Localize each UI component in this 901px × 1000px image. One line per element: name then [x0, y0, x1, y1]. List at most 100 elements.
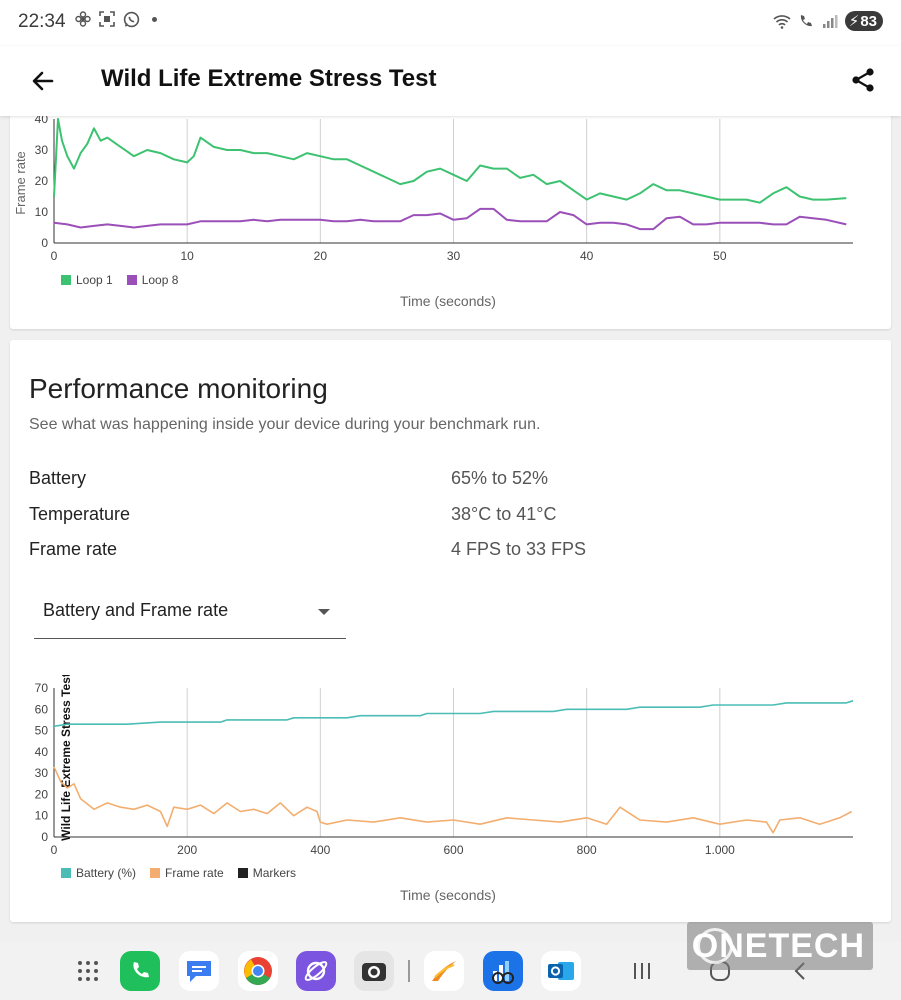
chart-legend: Battery (%) Frame rate Markers [61, 866, 296, 880]
y-tick-label: 0 [41, 236, 48, 250]
chart-y-axis-overlay-label: Wild Life Extreme Stress Test [59, 675, 73, 841]
performance-monitoring-card: Performance monitoring See what was happ… [10, 340, 891, 922]
back-button[interactable] [28, 66, 58, 96]
x-tick-label: 30 [447, 249, 461, 263]
battery-charging-icon: ⚡ [848, 13, 860, 30]
y-tick-label: 40 [35, 745, 49, 759]
legend-swatch [150, 868, 161, 878]
y-tick-label: 0 [41, 830, 48, 844]
messages-app-button[interactable] [179, 951, 219, 991]
grid-dots-icon [78, 961, 98, 981]
legend-label: Loop 8 [141, 273, 179, 287]
swiftkey-app-button[interactable] [424, 951, 464, 991]
y-tick-label: 10 [35, 809, 49, 823]
y-tick-label: 30 [35, 143, 49, 157]
wifi-icon [773, 12, 791, 30]
legend-label: Loop 1 [76, 273, 113, 287]
x-tick-label: 50 [713, 249, 727, 263]
watermark-logo-icon [697, 928, 733, 964]
battery-frame-rate-chart: Wild Life Extreme Stress Test 0 200 400 600… [35, 675, 854, 857]
phone-icon [133, 962, 149, 978]
series-line-frame-rate [53, 766, 853, 834]
dropdown-selected-value: Battery and Frame rate [43, 600, 229, 620]
share-icon [852, 68, 874, 92]
benchmark-bars-icon [492, 961, 514, 984]
camera-icon [362, 963, 386, 981]
outlook-icon [548, 962, 574, 980]
series-line-loop-1 [53, 118, 847, 204]
recent-apps-button[interactable] [622, 951, 662, 991]
wifi-calling-icon [797, 12, 815, 30]
chrome-icon [244, 957, 272, 985]
legend-item-loop-1[interactable]: Loop 1 [61, 273, 113, 287]
whatsapp-icon [122, 10, 140, 28]
3dmark-app-button[interactable] [483, 951, 523, 991]
camera-app-button[interactable] [354, 951, 394, 991]
onetech-watermark: ONETECH [687, 922, 873, 970]
y-tick-label: 20 [35, 174, 49, 188]
x-tick-label: 200 [177, 843, 197, 857]
recents-icon [634, 963, 650, 979]
chart-x-axis-label: Time (seconds) [400, 293, 496, 309]
legend-item-battery[interactable]: Battery (%) [61, 866, 136, 880]
more-notifications-dot-icon [152, 16, 157, 22]
chart-legend: Loop 1 Loop 8 [61, 273, 178, 287]
app-bar: Wild Life Extreme Stress Test [0, 46, 901, 116]
outlook-app-button[interactable] [541, 951, 581, 991]
phone-app-button[interactable] [120, 951, 160, 991]
x-tick-label: 40 [580, 249, 594, 263]
app-drawer-button[interactable] [68, 951, 108, 991]
metric-label-temperature: Temperature [29, 504, 131, 524]
chart-x-axis-label: Time (seconds) [400, 887, 496, 903]
y-tick-label: 70 [35, 681, 49, 695]
x-tick-label: 0 [51, 249, 58, 263]
metric-value-frame-rate: 4 FPS to 33 FPS [451, 539, 587, 559]
legend-item-markers[interactable]: Markers [237, 866, 297, 880]
x-tick-label: 400 [310, 843, 330, 857]
chart-type-dropdown[interactable]: Battery and Frame rate [34, 588, 346, 639]
x-tick-label: 10 [180, 249, 194, 263]
legend-label: Frame rate [165, 866, 224, 880]
x-tick-label: 1.000 [705, 843, 735, 857]
metric-value-temperature: 38°C to 41°C [451, 504, 557, 524]
internet-app-button[interactable] [296, 951, 336, 991]
chart-y-axis-label: Frame rate [13, 151, 28, 215]
y-tick-label: 10 [35, 205, 49, 219]
arrow-left-icon [32, 71, 54, 91]
bird-icon [432, 961, 456, 981]
legend-swatch [126, 275, 137, 285]
legend-swatch [237, 868, 248, 878]
metric-label-battery: Battery [29, 468, 87, 488]
page-title: Wild Life Extreme Stress Test [101, 65, 437, 92]
legend-item-loop-8[interactable]: Loop 8 [126, 273, 179, 287]
chrome-app-button[interactable] [238, 951, 278, 991]
flower-icon [74, 10, 92, 28]
status-notification-icons [74, 10, 157, 28]
battery-level: 83 [860, 12, 877, 30]
series-line-loop-8 [53, 207, 847, 231]
legend-label: Markers [252, 866, 297, 880]
share-button[interactable] [849, 66, 877, 94]
signal-icon [821, 12, 839, 30]
status-bar: 22:34 ⚡ 83 [0, 0, 901, 46]
y-tick-label: 30 [35, 766, 49, 780]
metric-value-battery: 65% to 52% [451, 468, 549, 488]
x-tick-label: 600 [443, 843, 463, 857]
battery-indicator: ⚡ 83 [844, 11, 883, 31]
status-system-icons: ⚡ 83 [773, 11, 883, 31]
screenshot-icon [98, 10, 116, 28]
x-tick-label: 20 [314, 249, 328, 263]
section-subtitle: See what was happening inside your devic… [29, 416, 541, 433]
dock-divider [408, 960, 410, 982]
y-tick-label: 20 [35, 787, 49, 801]
metric-label-frame-rate: Frame rate [29, 539, 118, 559]
section-title: Performance monitoring [29, 373, 328, 404]
caret-down-icon [318, 609, 330, 615]
legend-item-frame-rate[interactable]: Frame rate [150, 866, 224, 880]
status-time: 22:34 [18, 11, 66, 32]
y-tick-label: 50 [35, 724, 49, 738]
x-tick-label: 0 [51, 843, 58, 857]
planet-icon [304, 961, 328, 981]
y-tick-label: 60 [35, 702, 49, 716]
